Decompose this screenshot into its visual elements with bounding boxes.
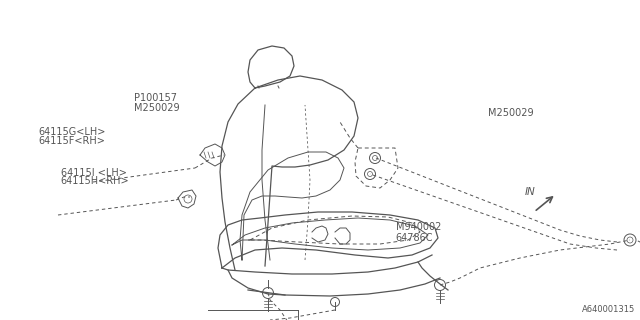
Text: 64115F<RH>: 64115F<RH> [38, 136, 105, 146]
Text: 64115H<RH>: 64115H<RH> [61, 176, 129, 186]
Text: A640001315: A640001315 [582, 305, 635, 314]
Text: M250029: M250029 [488, 108, 533, 118]
Text: 64115G<LH>: 64115G<LH> [38, 127, 106, 137]
Text: M250029: M250029 [134, 103, 180, 113]
Text: P100157: P100157 [134, 93, 177, 103]
Text: 64786C: 64786C [396, 233, 433, 243]
Text: 64115I <LH>: 64115I <LH> [61, 168, 127, 178]
Text: IN: IN [525, 187, 536, 197]
Text: M940002: M940002 [396, 222, 441, 232]
